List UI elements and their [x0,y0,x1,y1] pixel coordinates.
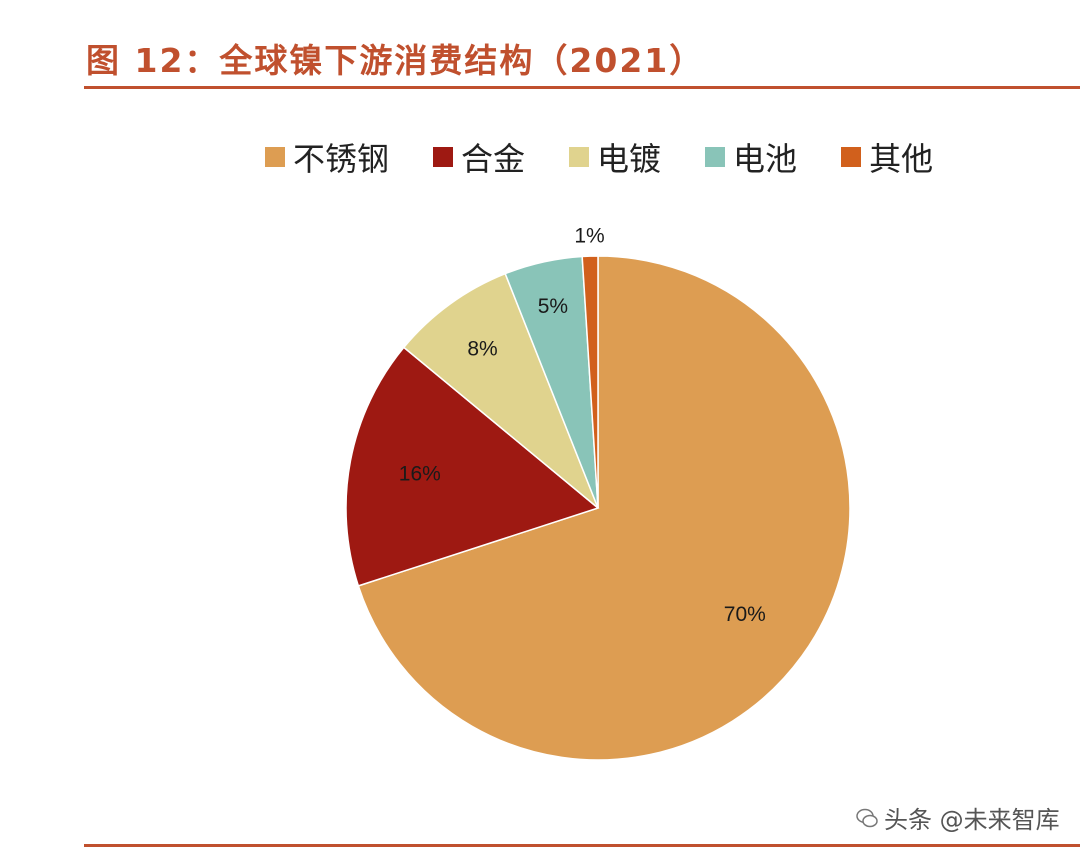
legend-label: 电镀 [597,140,662,178]
watermark: 头条 @未来智库 [856,800,1060,835]
legend-item-stainless-steel: 不锈钢 [265,134,389,180]
legend-item-plating: 电镀 [569,134,661,180]
legend-label: 电池 [733,140,798,178]
legend-swatch [265,147,285,167]
title-divider [84,86,1080,89]
legend-item-battery: 电池 [705,134,797,180]
legend-swatch [841,147,862,167]
slice-label-0: 70% [724,603,766,626]
bottom-divider [84,844,1080,847]
legend-label: 不锈钢 [293,140,390,178]
slice-label-2: 8% [467,338,497,361]
legend-swatch [569,147,590,167]
pie-slice-2 [402,272,599,509]
pie-slice-4 [581,255,599,509]
legend-label: 合金 [461,140,526,178]
legend-swatch [705,147,726,167]
slice-label-4: 1% [574,225,604,248]
legend-swatch [433,147,454,167]
pie-slice-0 [357,255,851,761]
pie-slice-1 [345,346,600,587]
watermark-text: 头条 @未来智库 [884,806,1060,834]
chart-legend: 不锈钢 合金 电镀 电池 其他 [265,134,933,180]
chat-bubble-icon [856,808,878,827]
legend-label: 其他 [869,140,934,178]
legend-item-alloy: 合金 [433,134,525,180]
chart-title: 图 12：全球镍下游消费结构（2021） [86,41,705,80]
slice-label-1: 16% [399,463,441,486]
legend-item-other: 其他 [841,134,933,180]
slice-label-3: 5% [538,295,568,318]
